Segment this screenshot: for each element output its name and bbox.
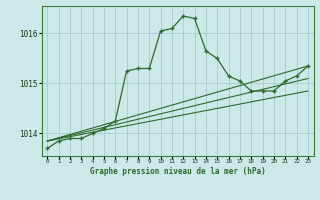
X-axis label: Graphe pression niveau de la mer (hPa): Graphe pression niveau de la mer (hPa) [90, 167, 266, 176]
